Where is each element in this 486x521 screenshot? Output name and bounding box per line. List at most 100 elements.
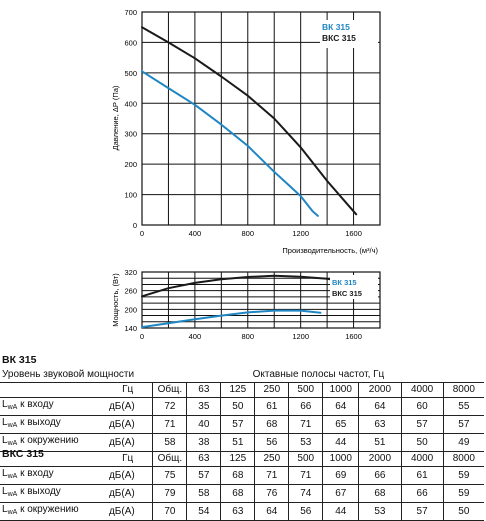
value-cell: 59 bbox=[442, 466, 484, 485]
header-cell: 2000 bbox=[358, 382, 401, 398]
value-cell: 38 bbox=[186, 433, 221, 452]
value-cell: 64 bbox=[322, 397, 359, 416]
table-row: LwA к окружению дБ(А) 70 54 63 64 56 44 53 57 50 bbox=[0, 502, 484, 521]
legend-box bbox=[330, 275, 378, 299]
value-cell: 76 bbox=[254, 484, 289, 503]
value-cell: 53 bbox=[288, 433, 323, 452]
table-header-row: Гц Общ. 63 125 250 500 1000 2000 4000 8000 bbox=[0, 382, 484, 398]
value-cell: 51 bbox=[220, 433, 255, 452]
x-tick-label: 1200 bbox=[292, 332, 309, 341]
header-cell: Общ. bbox=[152, 382, 187, 398]
table-row: LwA к выходу дБ(А) 79 58 68 76 74 67 68 66 59 bbox=[0, 484, 484, 503]
value-cell: 51 bbox=[358, 433, 401, 452]
sound-table-bk315: Уровень звуковой мощности Октавные полос… bbox=[0, 368, 484, 452]
x-tick-label: 1200 bbox=[292, 229, 309, 238]
y-tick-label: 700 bbox=[124, 8, 137, 17]
x-tick-label: 400 bbox=[189, 332, 202, 341]
header-blank bbox=[0, 452, 103, 467]
value-cell: 68 bbox=[220, 484, 255, 503]
header-cell: 500 bbox=[288, 382, 323, 398]
caption-octave-bands: Октавные полосы частот, Гц bbox=[152, 368, 484, 383]
value-cell: 74 bbox=[288, 484, 323, 503]
x-tick-label: 800 bbox=[242, 332, 255, 341]
value-cell: 66 bbox=[358, 466, 401, 485]
value-cell: 56 bbox=[288, 502, 323, 521]
row-label-rest: к окружению bbox=[17, 435, 79, 446]
value-cell: 72 bbox=[152, 397, 187, 416]
value-cell: 64 bbox=[358, 397, 401, 416]
row-label-main: L bbox=[2, 435, 8, 446]
row-label-rest: к окружению bbox=[17, 504, 79, 515]
row-label: LwA к окружению bbox=[0, 502, 103, 521]
x-tick-label: 1600 bbox=[345, 229, 362, 238]
value-cell: 71 bbox=[254, 466, 289, 485]
y-tick-label: 140 bbox=[124, 324, 137, 333]
value-cell: 70 bbox=[152, 502, 187, 521]
row-label-main: L bbox=[2, 417, 8, 428]
row-label-sub: wA bbox=[7, 404, 18, 411]
row-unit: дБ(А) bbox=[102, 484, 153, 503]
row-label-sub: wA bbox=[7, 509, 18, 516]
y-axis-label: Мощность, (Вт) bbox=[111, 273, 120, 327]
value-cell: 60 bbox=[400, 397, 444, 416]
row-label-sub: wA bbox=[7, 440, 18, 447]
y-tick-label: 600 bbox=[124, 38, 137, 47]
table-title-bk315: ВК 315 bbox=[2, 354, 37, 366]
x-tick-label: 400 bbox=[189, 229, 202, 238]
header-cell: 250 bbox=[254, 382, 289, 398]
value-cell: 57 bbox=[400, 502, 444, 521]
row-label: LwA к выходу bbox=[0, 484, 103, 503]
row-label: LwA к входу bbox=[0, 397, 103, 416]
header-cell: 4000 bbox=[400, 382, 444, 398]
legend-entry: ВКС 315 bbox=[322, 33, 356, 43]
value-cell: 55 bbox=[442, 397, 484, 416]
y-tick-label: 400 bbox=[124, 99, 137, 108]
row-label: LwA к окружению bbox=[0, 433, 103, 452]
value-cell: 50 bbox=[220, 397, 255, 416]
table-row: LwA к входу дБ(А) 72 35 50 61 66 64 64 60 55 bbox=[0, 397, 484, 416]
row-unit: дБ(А) bbox=[102, 433, 153, 452]
y-tick-label: 200 bbox=[124, 305, 137, 314]
value-cell: 64 bbox=[254, 502, 289, 521]
value-cell: 57 bbox=[220, 415, 255, 434]
value-cell: 68 bbox=[254, 415, 289, 434]
header-cell: 2000 bbox=[358, 452, 401, 467]
row-unit: дБ(А) bbox=[102, 415, 153, 434]
value-cell: 53 bbox=[358, 502, 401, 521]
x-axis-label: Производительность, (м³/ч) bbox=[282, 246, 378, 255]
row-label-main: L bbox=[2, 399, 8, 410]
header-cell: Гц bbox=[102, 382, 153, 398]
plot-frame bbox=[141, 271, 381, 329]
value-cell: 57 bbox=[442, 415, 484, 434]
value-cell: 56 bbox=[254, 433, 289, 452]
value-cell: 35 bbox=[186, 397, 221, 416]
header-cell: 63 bbox=[186, 382, 221, 398]
series-line-bk315 bbox=[141, 309, 322, 329]
row-label-rest: к входу bbox=[17, 399, 54, 410]
row-label: LwA к выходу bbox=[0, 415, 103, 434]
y-tick-label: 200 bbox=[124, 160, 137, 169]
header-cell: 125 bbox=[220, 382, 255, 398]
header-blank bbox=[0, 382, 103, 398]
value-cell: 71 bbox=[152, 415, 187, 434]
y-tick-label: 260 bbox=[124, 287, 137, 296]
row-label-rest: к входу bbox=[17, 468, 54, 479]
value-cell: 63 bbox=[220, 502, 255, 521]
value-cell: 75 bbox=[152, 466, 187, 485]
header-cell: 1000 bbox=[322, 452, 359, 467]
header-cell: 1000 bbox=[322, 382, 359, 398]
value-cell: 57 bbox=[400, 415, 444, 434]
x-tick-label: 0 bbox=[140, 332, 144, 341]
row-unit: дБ(А) bbox=[102, 502, 153, 521]
value-cell: 58 bbox=[186, 484, 221, 503]
y-tick-label: 0 bbox=[133, 221, 137, 230]
value-cell: 61 bbox=[254, 397, 289, 416]
legend-entry: ВК 315 bbox=[322, 22, 350, 32]
row-unit: дБ(А) bbox=[102, 397, 153, 416]
header-cell: 8000 bbox=[442, 382, 484, 398]
value-cell: 50 bbox=[400, 433, 444, 452]
value-cell: 58 bbox=[152, 433, 187, 452]
header-cell: 250 bbox=[254, 452, 289, 467]
row-label-main: L bbox=[2, 486, 8, 497]
header-cell: 8000 bbox=[442, 452, 484, 467]
